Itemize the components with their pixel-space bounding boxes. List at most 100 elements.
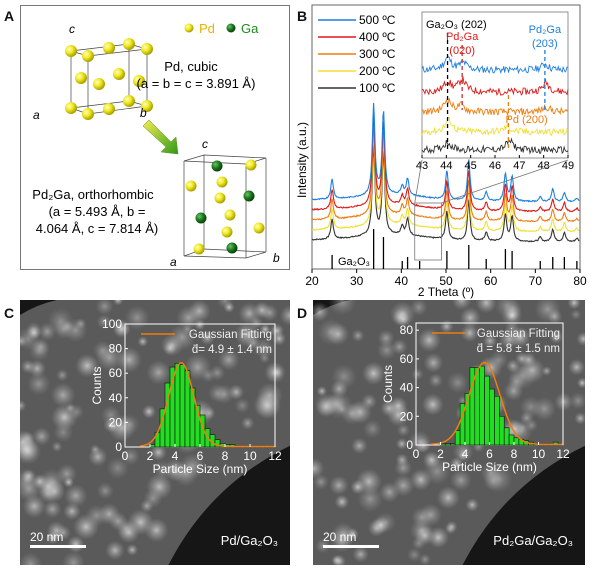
- tem-background: [20, 300, 290, 565]
- pd2ga-lattice-params-line1: (a = 5.493 Å, b =: [49, 204, 146, 219]
- nanoparticle: [505, 358, 521, 373]
- x-tick-label: 2: [147, 449, 154, 463]
- zoom-connector: [441, 159, 569, 204]
- nanoparticle: [160, 333, 184, 357]
- nanoparticle: [271, 366, 283, 379]
- scale-bar-label: 20 nm: [30, 530, 63, 544]
- nanoparticle: [51, 404, 78, 431]
- nanoparticle: [423, 352, 444, 373]
- nanoparticle: [118, 413, 140, 435]
- mean-size-annotation: d̄ = 5.8 ± 1.5 nm: [477, 343, 560, 355]
- histogram-bar: [179, 364, 186, 448]
- histogram-d: 0 2 4 6 8 10 12 0 20 40 60 80 Particle Size (nm) Coun…: [323, 322, 573, 548]
- pd-atoms-cubic: [65, 38, 153, 120]
- histogram-bar: [149, 444, 156, 448]
- nanoparticle: [75, 353, 100, 378]
- nanoparticle: [352, 546, 369, 563]
- nanoparticle: [20, 552, 43, 565]
- nanoparticle: [421, 393, 444, 416]
- nanoparticle: [532, 396, 557, 421]
- y-tick-label: 40: [400, 381, 414, 395]
- nanoparticle: [457, 450, 469, 461]
- x-tick-label: 6: [197, 449, 204, 463]
- nanoparticle: [150, 444, 167, 461]
- scale-bar: [30, 545, 86, 548]
- nanoparticle: [407, 547, 422, 563]
- nanoparticle: [63, 318, 88, 343]
- nanoparticle: [315, 538, 331, 554]
- reference-label: Ga₂O₃: [338, 256, 370, 268]
- inset-x-tick-label: 45: [465, 160, 477, 172]
- histogram-bar: [184, 370, 191, 448]
- nanoparticle: [96, 314, 112, 330]
- nanoparticle: [350, 479, 366, 495]
- y-axis-title: Counts: [381, 365, 395, 403]
- x-tick-label: 8: [222, 449, 229, 463]
- nanoparticle: [475, 300, 497, 314]
- nanoparticle: [259, 323, 271, 335]
- inset-x-tick-label: 47: [513, 160, 525, 172]
- axis-label-b: b: [140, 106, 147, 120]
- nanoparticle: [377, 329, 395, 347]
- nanoparticle: [95, 300, 114, 316]
- nanoparticle: [446, 371, 469, 394]
- x-axis-title: Particle Size (nm): [153, 462, 248, 476]
- annotation-pd2ga-203: (203): [532, 38, 558, 50]
- nanoparticle: [346, 528, 359, 540]
- nanoparticle: [20, 399, 27, 412]
- panel-label-d: D: [297, 305, 308, 321]
- nanoparticle: [417, 328, 442, 352]
- y-tick-label: 60: [400, 352, 414, 366]
- histogram-bar: [494, 395, 500, 446]
- axis-label-a: a: [33, 108, 40, 122]
- annotation-ga2o3-202: Ga₂O₃ (202): [426, 19, 487, 31]
- inset-series: [421, 137, 569, 155]
- nanoparticle: [112, 300, 124, 306]
- nanoparticle: [112, 320, 131, 338]
- y-tick-label: 20: [400, 409, 414, 423]
- nanoparticle: [418, 553, 431, 565]
- nanoparticle: [26, 325, 42, 340]
- x-tick-label: 4: [462, 447, 469, 461]
- nanoparticle: [494, 300, 519, 318]
- pd-structure-title: Pd, cubic: [164, 59, 218, 74]
- nanoparticle: [234, 321, 260, 348]
- nanoparticle: [172, 461, 199, 487]
- nanoparticle: [216, 300, 234, 309]
- inset-x-tick-label: 49: [562, 160, 574, 172]
- histogram-bar: [154, 431, 161, 448]
- nanoparticle: [489, 350, 509, 370]
- nanoparticle: [20, 359, 35, 374]
- legend-label: 500 ºC: [359, 13, 396, 27]
- nanoparticle: [20, 437, 39, 461]
- nanoparticle: [329, 475, 349, 496]
- nanoparticle: [483, 470, 504, 491]
- legend: 500 ºC 400 ºC 300 ºC 200 ºC 100 ºC: [318, 13, 396, 95]
- pd2ga-atoms: [185, 159, 265, 255]
- pd2ga-structure-title: Pd₂Ga, orthorhombic: [32, 187, 154, 202]
- x-axis: 20 30 40 50 60 70 80: [305, 269, 587, 288]
- nanoparticle: [549, 330, 563, 344]
- nanoparticle: [521, 352, 537, 367]
- nanoparticle: [396, 312, 411, 327]
- nanoparticle: [103, 417, 119, 433]
- x-tick-label: 30: [350, 274, 364, 288]
- y-tick-label: 0: [406, 438, 413, 452]
- nanoparticle: [31, 337, 50, 356]
- nanoparticle: [568, 358, 585, 376]
- crystal-structure-diagram: Pd Ga c a b P: [32, 21, 280, 269]
- annotation-pd2ga-label-2: Pd₂Ga: [529, 24, 562, 36]
- axis-label-c-2: c: [202, 137, 208, 151]
- tem-image-pd2ga-ga2o3: 0 2 4 6 8 10 12 0 20 40 60 80 Particle Size (nm) Coun…: [313, 300, 585, 565]
- xrd-series-500C: [312, 102, 580, 203]
- nanoparticle: [85, 504, 108, 527]
- nanoparticle: [569, 392, 585, 410]
- nanoparticle: [423, 457, 451, 486]
- y-tick-label: 60: [109, 366, 123, 380]
- nanoparticle: [436, 486, 460, 510]
- ga-legend-label: Ga: [241, 21, 259, 36]
- x-tick-label: 20: [305, 274, 319, 288]
- transformation-arrow: [142, 119, 179, 155]
- x-axis-title: 2 Theta (º): [418, 285, 474, 299]
- x-tick-label: 0: [122, 449, 129, 463]
